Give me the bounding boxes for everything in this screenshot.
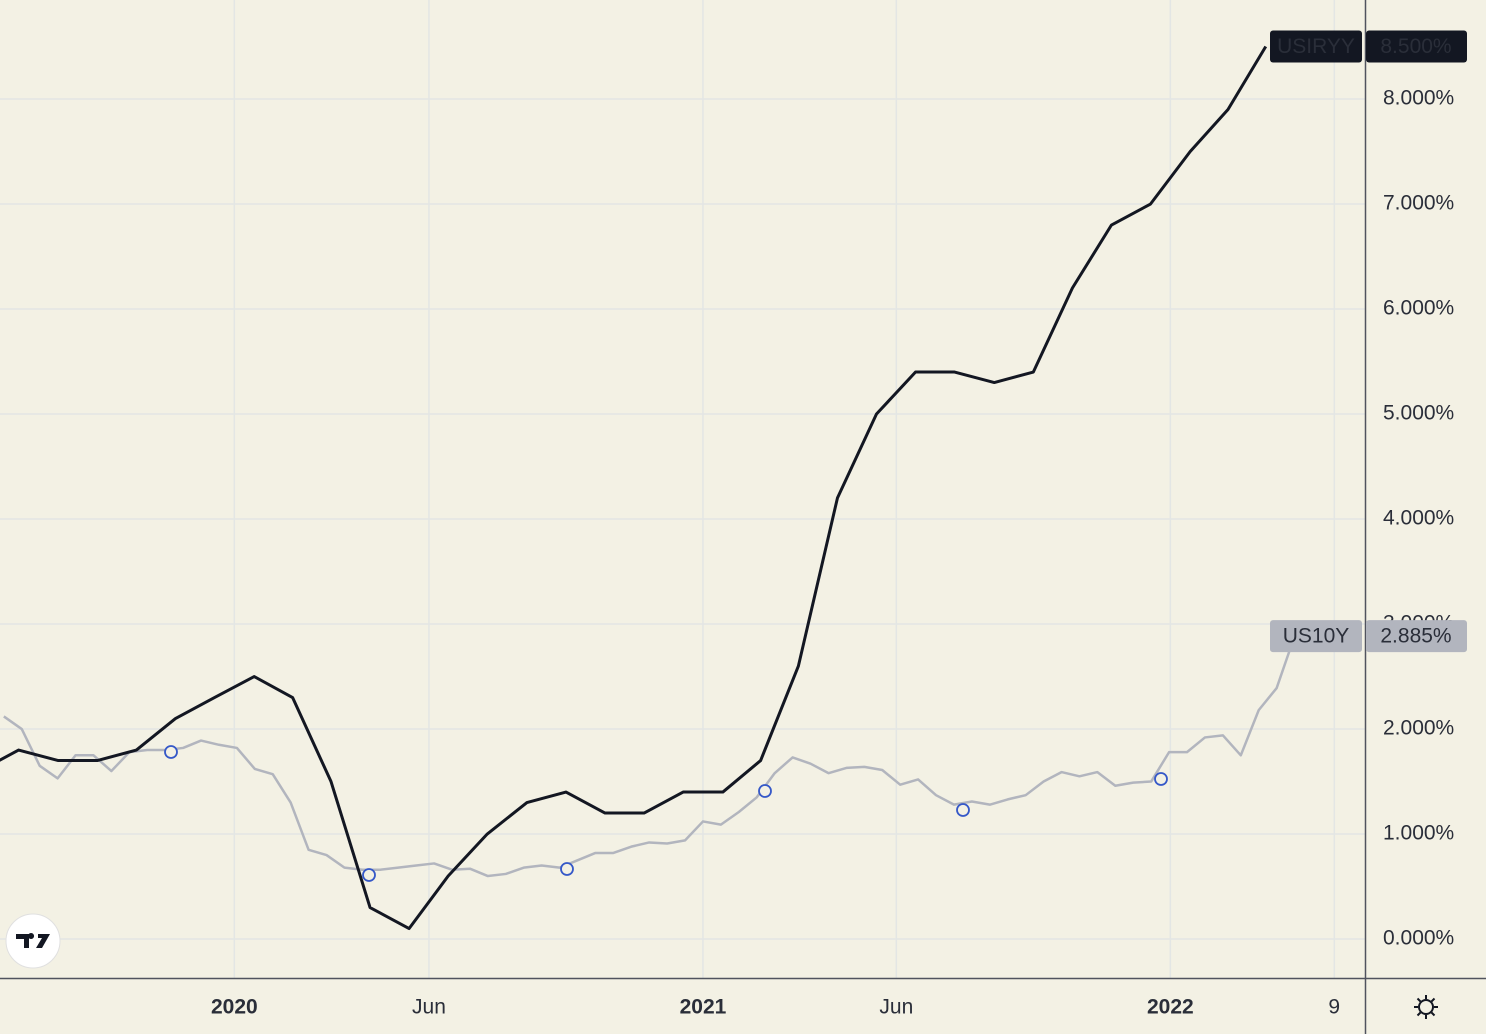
y-tick-label: 0.000%	[1383, 927, 1454, 950]
price-label-value-box	[1366, 30, 1467, 63]
series-line	[3, 635, 1296, 878]
settings-gear-teeth	[1414, 995, 1438, 1019]
series-line	[0, 45, 1268, 931]
y-tick-label: 8.000%	[1383, 87, 1454, 110]
logo[interactable]	[5, 913, 61, 969]
event-markers	[164, 745, 1168, 882]
y-tick-label: 2.000%	[1383, 717, 1454, 740]
price-label-value: 2.885%	[1380, 625, 1451, 648]
price-label-name-box	[1270, 30, 1362, 63]
price-labels: USIRYY 8.500% US10Y 2.885%	[1270, 30, 1467, 653]
x-tick-label: 2022	[1147, 996, 1194, 1019]
event-marker[interactable]	[164, 745, 178, 759]
logo-mark	[16, 933, 50, 948]
price-label-value-box	[1366, 620, 1467, 653]
x-tick-label: 2020	[211, 996, 258, 1019]
y-tick-label: 7.000%	[1383, 192, 1454, 215]
price-label-name-box	[1270, 620, 1362, 653]
event-marker[interactable]	[362, 868, 376, 882]
y-tick-label: 6.000%	[1383, 297, 1454, 320]
settings-button[interactable]	[1414, 995, 1438, 1019]
y-tick-label: 4.000%	[1383, 507, 1454, 530]
event-marker[interactable]	[956, 803, 970, 817]
x-tick-label: Jun	[879, 996, 913, 1019]
event-marker[interactable]	[560, 862, 574, 876]
axes: 0.000%1.000%2.000%3.000%4.000%5.000%6.00…	[211, 87, 1454, 1019]
price-label-name: US10Y	[1283, 625, 1350, 648]
price-label: US10Y 2.885%	[1270, 620, 1467, 653]
logo-badge	[5, 913, 61, 969]
x-tick-label: Jun	[412, 996, 446, 1019]
y-tick-label: 5.000%	[1383, 402, 1454, 425]
price-label-name: USIRYY	[1277, 35, 1355, 58]
y-tick-label: 1.000%	[1383, 822, 1454, 845]
x-tick-label: 9	[1328, 996, 1340, 1019]
price-label-value: 8.500%	[1380, 35, 1451, 58]
plot	[0, 45, 1296, 931]
x-tick-label: 2021	[680, 996, 727, 1019]
price-label: USIRYY 8.500%	[1270, 30, 1467, 63]
event-marker[interactable]	[758, 784, 772, 798]
settings-gear	[1418, 999, 1434, 1015]
grid	[0, 0, 1365, 978]
event-marker[interactable]	[1154, 772, 1168, 786]
